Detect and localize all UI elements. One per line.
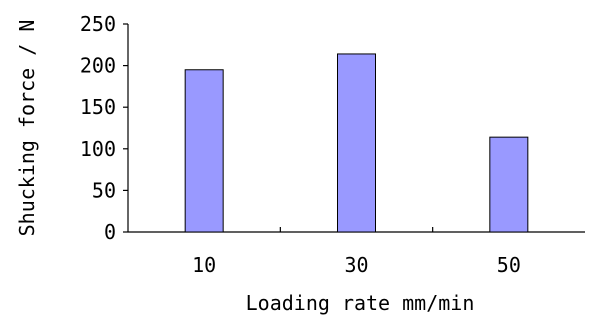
bar-30 [337,53,376,233]
y-tick-label: 0 [104,220,116,244]
bar-10 [184,69,224,233]
x-tick-label: 50 [497,253,521,277]
y-tick-label: 200 [80,54,116,78]
y-tick-label: 250 [80,12,116,36]
y-tick-labels: 0 50 100 150 200 250 [80,12,116,244]
x-tick-label: 30 [344,253,368,277]
y-axis [123,23,129,233]
x-tick-labels: 10 30 50 [192,253,521,277]
x-tick-label: 10 [192,253,216,277]
y-tick-label: 100 [80,137,116,161]
y-tick-label: 50 [92,178,116,202]
bar-50 [489,136,529,233]
x-axis-label: Loading rate mm/min [246,291,475,315]
bars [184,53,529,233]
y-axis-label: Shucking force / N [15,20,39,237]
y-tick-label: 150 [80,95,116,119]
